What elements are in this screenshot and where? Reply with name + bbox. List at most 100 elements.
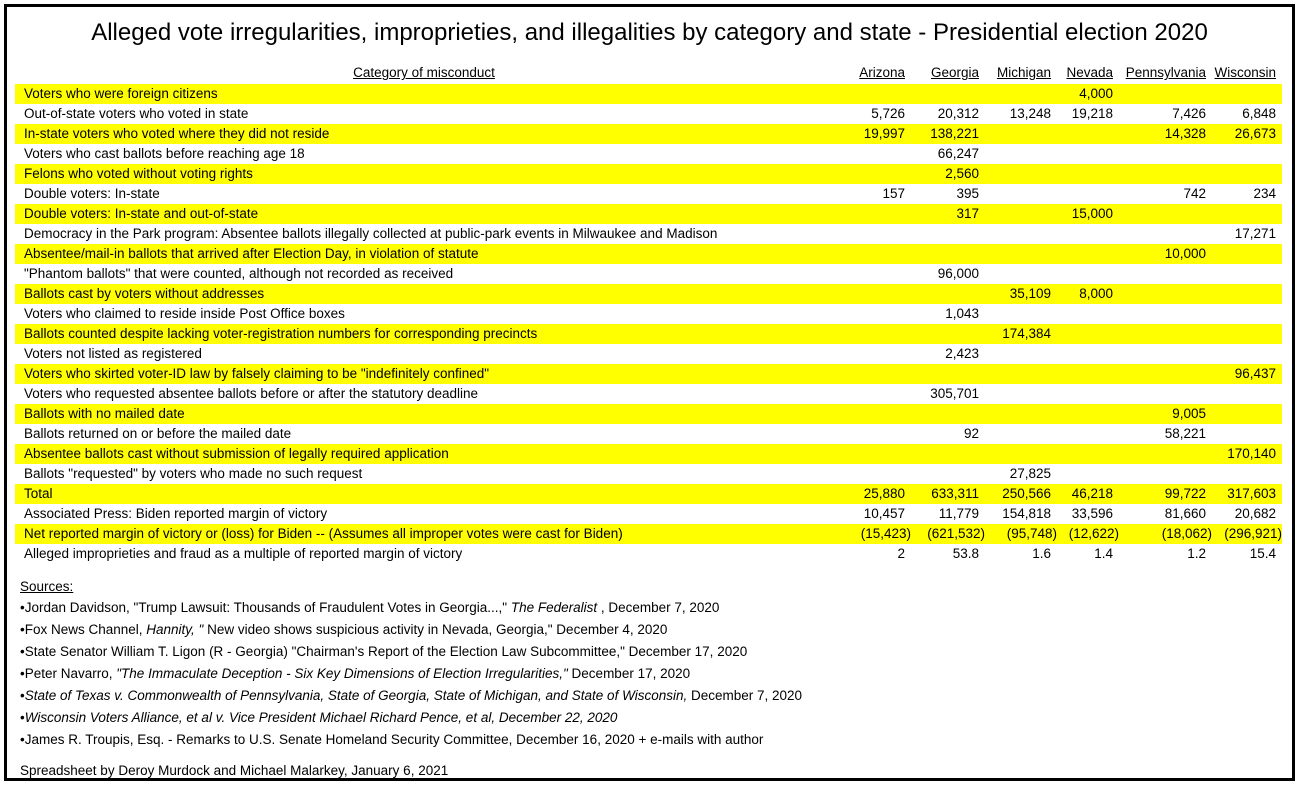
table-row: Double voters: In-state 157 395 742 234 — [15, 184, 1282, 204]
value-cell — [905, 464, 979, 484]
value-cell — [1051, 364, 1113, 384]
value-cell — [1113, 344, 1206, 364]
value-cell — [979, 424, 1051, 444]
table-row: Democracy in the Park program: Absentee … — [15, 224, 1282, 244]
source-item: •State of Texas v. Commonwealth of Penns… — [20, 685, 1292, 707]
value-cell — [1113, 144, 1206, 164]
value-cell: (95,748) — [1006, 526, 1057, 541]
value-cell: 4,000 — [1079, 86, 1113, 101]
value-cell: 66,247 — [937, 146, 979, 161]
category-cell: Ballots with no mailed date — [24, 406, 185, 421]
value-cell — [1051, 244, 1113, 264]
value-cell: 25,880 — [863, 486, 905, 501]
table-row: Associated Press: Biden reported margin … — [15, 504, 1282, 524]
table-row: Voters who skirted voter-ID law by false… — [15, 364, 1282, 384]
value-cell: 15.4 — [1249, 546, 1276, 561]
source-text-segment: New video shows suspicious activity in N… — [203, 622, 668, 637]
table-row: Out-of-state voters who voted in state 5,… — [15, 104, 1282, 124]
value-cell — [1113, 224, 1206, 244]
value-cell — [1051, 184, 1113, 204]
value-cell — [979, 224, 1051, 244]
value-cell — [833, 164, 905, 184]
value-cell: 154,818 — [1002, 506, 1051, 521]
value-cell — [833, 444, 905, 464]
table-row: Voters who claimed to reside inside Post… — [15, 304, 1282, 324]
value-cell — [905, 404, 979, 424]
value-cell: 35,109 — [1009, 286, 1051, 301]
value-cell — [979, 84, 1051, 104]
table-row: Net reported margin of victory or (loss)… — [15, 524, 1282, 544]
category-cell: Double voters: In-state — [24, 186, 160, 201]
value-cell: 58,221 — [1164, 426, 1206, 441]
category-cell: "Phantom ballots" that were counted, alt… — [24, 266, 454, 281]
table-row: Alleged improprieties and fraud as a mul… — [15, 544, 1282, 564]
value-cell — [1051, 384, 1113, 404]
value-cell: 234 — [1253, 186, 1276, 201]
value-cell: 9,005 — [1172, 406, 1206, 421]
value-cell: 14,328 — [1164, 126, 1206, 141]
value-cell: 19,218 — [1071, 106, 1113, 121]
value-cell — [1206, 164, 1276, 184]
category-cell: Voters not listed as registered — [24, 346, 202, 361]
value-cell: 15,000 — [1071, 206, 1113, 221]
value-cell: 46,218 — [1071, 486, 1113, 501]
value-cell — [905, 284, 979, 304]
value-cell — [1051, 464, 1113, 484]
category-cell: Absentee/mail-in ballots that arrived af… — [24, 246, 479, 261]
value-cell: 96,000 — [937, 266, 979, 281]
category-cell: Alleged improprieties and fraud as a mul… — [24, 546, 463, 561]
value-cell — [833, 404, 905, 424]
sources-list: •Jordan Davidson, "Trump Lawsuit: Thousa… — [20, 597, 1292, 751]
source-item: •Wisconsin Voters Alliance, et al v. Vic… — [20, 707, 1292, 729]
value-cell: (15,423) — [860, 526, 911, 541]
source-item: •James R. Troupis, Esq. - Remarks to U.S… — [20, 729, 1292, 751]
column-header-pennsylvania: Pennsylvania — [1125, 65, 1206, 80]
value-cell — [833, 224, 905, 244]
value-cell: 170,140 — [1227, 446, 1276, 461]
value-cell: 317,603 — [1227, 486, 1276, 501]
value-cell — [1206, 464, 1276, 484]
table-row: Felons who voted without voting rights 2,… — [15, 164, 1282, 184]
column-header-wisconsin: Wisconsin — [1214, 65, 1276, 80]
value-cell: 99,722 — [1164, 486, 1206, 501]
category-cell: Absentee ballots cast without submission… — [24, 446, 449, 461]
column-header-arizona: Arizona — [859, 65, 905, 80]
value-cell: 96,437 — [1234, 366, 1276, 381]
column-header-nevada: Nevada — [1066, 65, 1113, 80]
value-cell — [833, 364, 905, 384]
value-cell: 6,848 — [1242, 106, 1276, 121]
source-text-segment: •Fox News Channel, — [20, 622, 147, 637]
value-cell — [1113, 304, 1206, 324]
category-cell: Total — [24, 486, 53, 501]
category-cell: Net reported margin of victory or (loss)… — [24, 526, 623, 541]
value-cell: 8,000 — [1079, 286, 1113, 301]
value-cell — [979, 444, 1051, 464]
value-cell: 11,779 — [938, 506, 979, 521]
category-cell: Out-of-state voters who voted in state — [24, 106, 249, 121]
value-cell: 20,312 — [937, 106, 979, 121]
value-cell — [1113, 284, 1206, 304]
value-cell: 53.8 — [952, 546, 979, 561]
table-row: Absentee ballots cast without submission… — [15, 444, 1282, 464]
page-title: Alleged vote irregularities, improprieti… — [91, 19, 1208, 46]
value-cell — [979, 124, 1051, 144]
value-cell — [833, 284, 905, 304]
value-cell — [833, 304, 905, 324]
value-cell — [1206, 384, 1276, 404]
value-cell: (18,062) — [1161, 526, 1212, 541]
value-cell — [833, 324, 905, 344]
table-row: Ballots counted despite lacking voter-re… — [15, 324, 1282, 344]
value-cell: 742 — [1183, 186, 1206, 201]
value-cell — [979, 364, 1051, 384]
value-cell — [1206, 144, 1276, 164]
value-cell — [979, 144, 1051, 164]
value-cell — [1113, 84, 1206, 104]
table-row: Ballots with no mailed date 9,005 — [15, 404, 1282, 424]
category-cell: Associated Press: Biden reported margin … — [24, 506, 328, 521]
value-cell: 10,457 — [863, 506, 905, 521]
category-cell: In-state voters who voted where they did… — [24, 126, 330, 141]
column-header-michigan: Michigan — [996, 65, 1051, 80]
value-cell: 1.4 — [1094, 546, 1113, 561]
value-cell: 174,384 — [1002, 326, 1051, 341]
value-cell — [1113, 264, 1206, 284]
